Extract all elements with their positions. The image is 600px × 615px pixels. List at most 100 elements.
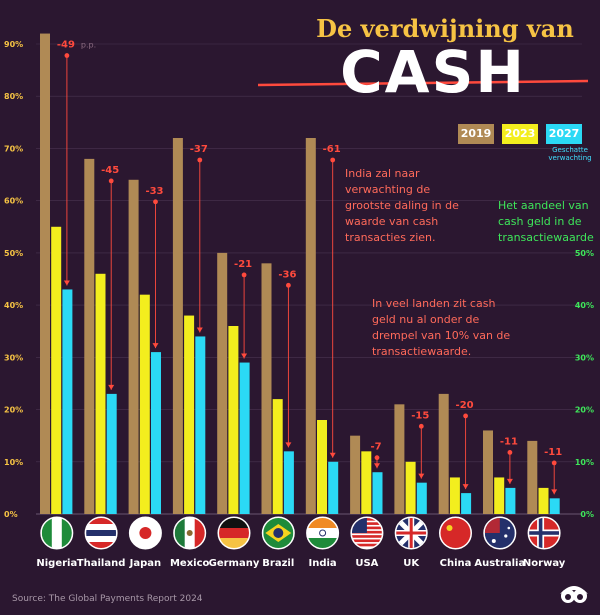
- change-label: -21: [234, 259, 252, 270]
- source-note: Source: The Global Payments Report 2024: [12, 594, 203, 604]
- change-label: -11: [544, 447, 562, 458]
- arrow-head: [108, 384, 115, 390]
- flag-stripe: [86, 530, 117, 537]
- y-tick-label-right: 30%: [575, 353, 594, 362]
- bar-2019-china: [438, 393, 449, 514]
- flag-star: [446, 525, 453, 531]
- arrow-head: [196, 327, 203, 333]
- change-unit-label: p.p.: [81, 41, 96, 50]
- flag-cross: [529, 531, 560, 535]
- annotation-india: India zal naar verwachting de grootste d…: [345, 167, 459, 244]
- bar-2023-usa: [361, 451, 372, 514]
- flag-art: [130, 518, 161, 548]
- flag-art: [219, 518, 249, 548]
- bar-2023-australia: [494, 477, 505, 514]
- y-tick-label-left: 40%: [4, 301, 23, 310]
- change-label: -15: [411, 410, 429, 421]
- category-label: India: [309, 558, 337, 569]
- y-tick-label-left: 0%: [4, 510, 18, 519]
- flag-stripe: [307, 518, 338, 529]
- legend-item-2019: 2019: [458, 124, 494, 144]
- bar-2019-germany: [217, 252, 228, 514]
- bar-2027-mexico: [195, 336, 206, 514]
- flag-art: [174, 518, 205, 548]
- flag-stripe: [219, 518, 249, 529]
- flag-stripe: [61, 518, 72, 548]
- category-label: Japan: [129, 558, 162, 569]
- flag-art: [307, 518, 338, 548]
- arrow-head: [63, 280, 70, 286]
- bar-2027-germany: [239, 362, 250, 514]
- bar-2027-usa: [372, 472, 383, 514]
- bar-2019-australia: [483, 430, 493, 514]
- y-tick-label-right: 50%: [575, 249, 594, 258]
- change-label: -20: [456, 400, 474, 411]
- bar-2023-brazil: [272, 399, 283, 514]
- flag-star: [507, 526, 511, 530]
- y-tick-label-left: 50%: [4, 249, 23, 258]
- y-tick-label-left: 20%: [4, 406, 23, 415]
- arrow-head: [462, 484, 469, 490]
- strike-line: [257, 79, 589, 87]
- flag-art: [529, 518, 560, 548]
- flag-stripe: [219, 528, 249, 539]
- flag-art: [41, 518, 72, 548]
- bar-2027-nigeria: [62, 289, 73, 514]
- flag-stripe: [219, 538, 249, 548]
- flag-wheel: [319, 529, 327, 537]
- legend-item-2023: 2023: [502, 124, 538, 144]
- flag-stripe: [351, 543, 382, 547]
- bar-2019-mexico: [172, 138, 183, 514]
- legend-note: Geschatte verwachting: [548, 146, 592, 162]
- change-label: -11: [500, 436, 518, 447]
- bar-2019-japan: [128, 179, 139, 514]
- category-label: Thailand: [77, 558, 126, 569]
- bar-2019-india: [305, 138, 316, 514]
- flag-art: [396, 518, 427, 548]
- bar-2027-india: [328, 461, 339, 514]
- change-label: -7: [370, 442, 381, 453]
- category-label: Mexico: [170, 558, 210, 569]
- y-axis-left: 0% 10% 20% 30% 40% 50% 60% 70% 80% 90%: [4, 40, 23, 519]
- bar-2019-nigeria: [40, 33, 50, 515]
- bar-2023-norway: [538, 487, 549, 514]
- arrow-head: [285, 442, 292, 448]
- flag-star: [504, 534, 508, 538]
- bar-2023-china: [449, 477, 460, 514]
- flag-art: [440, 518, 471, 548]
- annotation-threshold: In veel landen zit cash geld nu al onder…: [372, 297, 511, 358]
- flag-field: [440, 518, 471, 548]
- change-label: -61: [323, 144, 341, 155]
- arrow-head: [418, 473, 425, 479]
- bar-2019-norway: [527, 440, 538, 514]
- bar-2019-brazil: [261, 263, 272, 514]
- arrow-head: [374, 463, 380, 469]
- flag-stripe: [174, 518, 186, 548]
- flag-disc: [139, 527, 152, 539]
- arrow-head: [551, 489, 558, 495]
- flag-canton: [484, 518, 500, 533]
- flag-stripe: [86, 524, 117, 531]
- category-label: Germany: [209, 558, 260, 569]
- y-tick-label-right: 40%: [575, 301, 594, 310]
- change-label: -49: [57, 40, 75, 51]
- flag-stripe: [194, 518, 205, 548]
- bar-2027-japan: [151, 352, 161, 514]
- bar-2027-china: [461, 493, 472, 514]
- flag-cross: [409, 518, 413, 548]
- legend-item-2027: 2027: [546, 124, 582, 144]
- flag-art: [484, 518, 515, 548]
- chart-title-line1: De verdwijning van: [316, 14, 574, 43]
- bar-2027-australia: [505, 487, 516, 514]
- arrow-head: [329, 452, 336, 458]
- flag-disc: [273, 528, 284, 538]
- flag-stripe: [351, 539, 382, 543]
- bar-2023-nigeria: [51, 226, 62, 514]
- brand-logo-icon: [560, 586, 588, 603]
- y-tick-label-left: 30%: [4, 353, 23, 362]
- bar-2023-mexico: [184, 315, 195, 514]
- flag-art: [86, 518, 117, 548]
- chart-title-line2: CASH: [340, 38, 526, 106]
- flag-art: [351, 518, 382, 547]
